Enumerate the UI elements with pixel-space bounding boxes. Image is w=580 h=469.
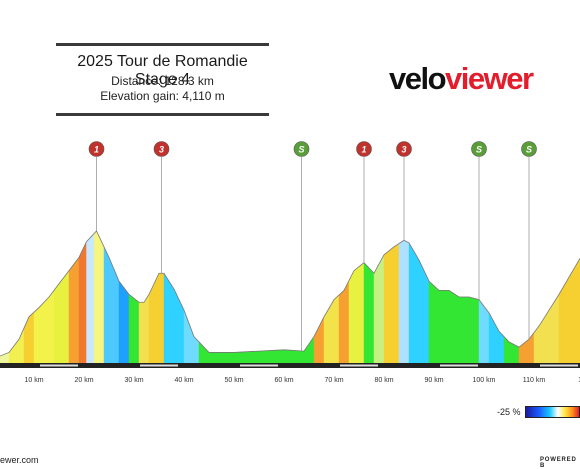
gradient-segment [138,293,150,364]
marker-label: 3 [401,145,406,155]
marker-label: S [526,145,532,155]
gradient-segment [33,289,55,364]
climb-marker [396,141,412,157]
x-tick-label: 80 km [374,377,393,384]
gradient-segment [323,294,340,364]
climb-marker [356,141,372,157]
x-tick-label: 90 km [424,377,443,384]
x-tick-label: 60 km [274,377,293,384]
gradient-segment [148,273,165,364]
gradient-segment [348,262,365,364]
x-tick-label: 100 km [473,377,496,384]
gradient-segment [163,272,185,364]
km-band-stripe [40,364,78,367]
x-tick-label: 70 km [324,377,343,384]
km-band-stripe [240,364,278,367]
marker-label: S [298,145,304,155]
gradient-segment [363,262,375,364]
gradient-segment [503,336,520,364]
stage-title: 2025 Tour de Romandie Stage 4 [77,53,248,88]
gradient-segment [78,241,87,364]
marker-label: S [476,145,482,155]
gradient-segment [23,311,35,364]
logo-viewer: viewer [445,61,534,96]
x-tick-label: 110 km [523,377,546,384]
climb-marker [153,141,170,157]
x-tick-label: 40 km [174,377,193,384]
km-band-stripe [440,364,478,367]
gradient-segment [118,280,130,364]
marker-label: 3 [159,145,164,155]
x-tick-label: 120 [578,377,580,384]
sprint-marker [293,141,310,157]
gradient-segment [183,310,200,364]
climb-marker [88,141,105,157]
gradient-segment [338,280,350,364]
gradient-segment [488,312,505,364]
gradient-segment [533,293,560,364]
footer-powered-by: POWERED B [540,457,577,469]
elevation-line [0,230,580,357]
x-tick-label: 20 km [74,377,93,384]
header-bottom-rule [56,113,269,116]
gradient-segment [478,299,490,364]
x-tick-label: 30 km [124,377,143,384]
gradient-segment [558,258,580,364]
gradient-legend-label: -25 % [497,407,521,417]
gradient-segment [198,335,315,364]
km-band-stripe [340,364,378,367]
logo-velo: velo [389,61,447,96]
stage-header: 2025 Tour de Romandie Stage 4 Distance: … [56,43,269,116]
marker-label: 1 [94,145,99,155]
gradient-segment [53,270,70,364]
stage-elevation-gain: Elevation gain: 4,110 m [100,89,225,103]
gradient-segment [518,332,535,364]
gradient-segment [68,256,80,364]
gradient-segment [86,233,95,364]
sprint-marker [471,141,487,157]
marker-label: 1 [361,145,366,155]
km-baseline [0,363,580,368]
gradient-segment [128,293,140,364]
gradient-segment [383,243,400,364]
gradient-segment [398,240,410,364]
x-tick-label: 50 km [224,377,243,384]
km-band-stripe [140,364,178,367]
gradient-segment [313,316,325,364]
x-tick-label: 10 km [24,377,43,384]
veloviewer-logo: veloviewer [389,61,534,96]
sprint-marker [521,141,537,157]
footer-site: iewer.com [0,455,39,465]
header-top-rule [56,43,269,46]
stage-distance: Distance: 128.3 km [111,74,214,88]
km-band-stripe [540,364,578,367]
gradient-legend-bar [525,406,580,418]
gradient-segment [93,230,105,364]
